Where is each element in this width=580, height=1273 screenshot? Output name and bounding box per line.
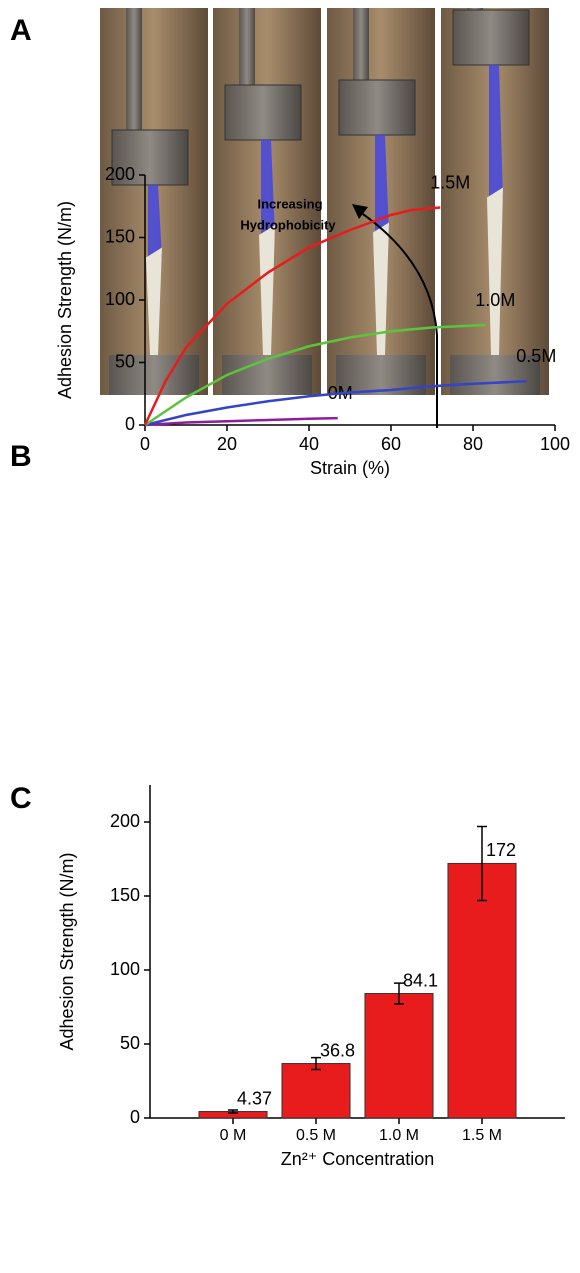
line (144, 323, 486, 427)
value-label: 84.1 (403, 970, 438, 990)
error-bar (477, 825, 487, 902)
y-tick-label: 200 (105, 164, 135, 184)
bar (364, 993, 434, 1119)
clamp (338, 79, 416, 136)
x-tick-label: 1.0 M (379, 1127, 419, 1144)
y-tick-label: 50 (120, 1033, 140, 1053)
y-axis-label: Adhesion Strength (N/m) (55, 201, 75, 399)
line (144, 416, 338, 427)
rod (126, 8, 142, 133)
y-tick-label: 150 (110, 885, 140, 905)
clamp (111, 129, 189, 186)
blue-strip (148, 185, 162, 268)
y-tick-label: 200 (110, 811, 140, 831)
photo-panel (100, 8, 549, 395)
bottom-clamp (109, 355, 199, 395)
y-tick-label: 0 (125, 414, 135, 434)
x-tick-label: 1.5 M (462, 1127, 502, 1144)
clamp (452, 9, 530, 66)
white-strip (373, 222, 389, 355)
x-tick-label: 80 (463, 434, 483, 454)
error-bar (311, 1056, 321, 1071)
line (143, 206, 441, 426)
error-bar (394, 982, 404, 1005)
panel-label: C (10, 782, 32, 815)
blue-strip (489, 65, 503, 208)
y-tick-label: 50 (115, 351, 135, 371)
annotation: Hydrophobicity (240, 217, 336, 232)
white-strip (146, 247, 162, 355)
white-strip (259, 225, 275, 355)
white-strip (487, 187, 503, 355)
x-axis-label: Zn²⁺ Concentration (281, 1149, 435, 1169)
annotation: Increasing (257, 196, 322, 211)
panel-label: A (10, 14, 32, 47)
clamp (224, 84, 302, 141)
y-tick-label: 150 (105, 226, 135, 246)
y-tick-label: 100 (110, 959, 140, 979)
x-tick-label: 60 (381, 434, 401, 454)
bar (281, 1063, 351, 1119)
bar (447, 862, 517, 1119)
arrow-head (352, 204, 368, 219)
x-tick-label: 0 M (220, 1127, 247, 1144)
value-label: 36.8 (320, 1040, 355, 1060)
x-tick-label: 100 (540, 434, 570, 454)
series-label: 1.0M (475, 290, 515, 310)
blue-strip (261, 140, 275, 245)
x-tick-label: 0.5 M (296, 1127, 336, 1144)
blue-strip (375, 135, 389, 243)
value-label: 172 (486, 840, 516, 860)
error-bar (228, 1109, 238, 1114)
x-tick-label: 20 (217, 434, 237, 454)
rod (239, 8, 255, 88)
y-tick-label: 100 (105, 289, 135, 309)
value-label: 4.37 (237, 1088, 272, 1108)
series-label: 1.5M (430, 172, 470, 192)
series-label: 0.5M (516, 346, 556, 366)
line (144, 380, 527, 427)
rod (353, 8, 369, 83)
bottom-clamp (450, 355, 540, 395)
y-axis-label: Adhesion Strength (N/m) (57, 852, 77, 1050)
x-axis-label: Strain (%) (310, 458, 390, 478)
bottom-clamp (222, 355, 312, 395)
panel-label: B (10, 440, 32, 473)
x-tick-label: 40 (299, 434, 319, 454)
y-tick-label: 0 (130, 1107, 140, 1127)
x-tick-label: 0 (140, 434, 150, 454)
